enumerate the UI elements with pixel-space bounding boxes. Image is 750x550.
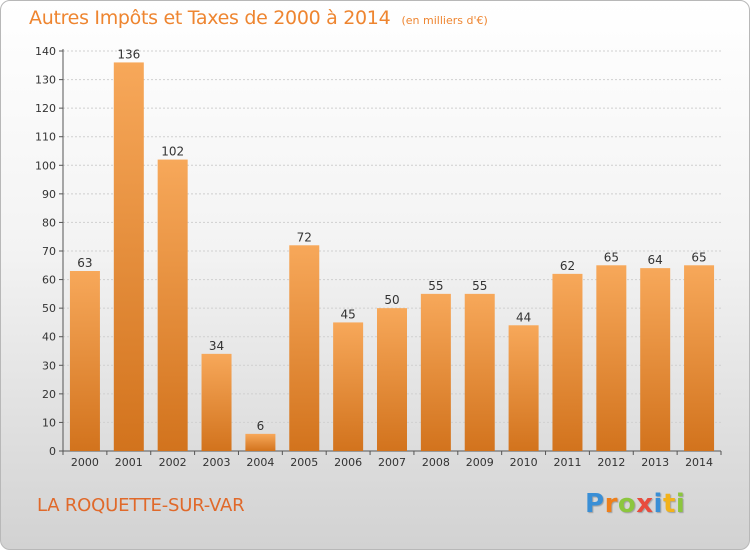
y-tick-label: 70: [42, 245, 56, 258]
data-label-2001: 136: [117, 47, 140, 61]
x-tick-label-2001: 2001: [115, 456, 143, 469]
x-tick-label-2000: 2000: [71, 456, 99, 469]
bar-2006[interactable]: [333, 322, 364, 451]
x-tick-label-2004: 2004: [246, 456, 274, 469]
bar-2008[interactable]: [420, 293, 451, 451]
logo-letter: P: [585, 489, 605, 519]
y-tick-label: 50: [42, 302, 56, 315]
x-tick-label-2006: 2006: [334, 456, 362, 469]
bars: [69, 62, 715, 452]
bar-2011[interactable]: [552, 273, 583, 451]
data-label-2002: 102: [161, 145, 184, 159]
y-tick-label: 130: [35, 74, 56, 87]
data-label-2007: 50: [384, 293, 399, 307]
data-label-2011: 62: [560, 259, 575, 273]
chart-subtitle: (en milliers d'€): [401, 14, 488, 27]
data-label-2003: 34: [209, 339, 224, 353]
y-tick-label: 120: [35, 102, 56, 115]
x-tick-label-2014: 2014: [685, 456, 713, 469]
y-tick-label: 110: [35, 131, 56, 144]
logo-letter: i: [653, 489, 663, 519]
bar-2007[interactable]: [377, 308, 407, 451]
bar-2002[interactable]: [157, 159, 188, 452]
x-tick-label-2003: 2003: [203, 456, 231, 469]
data-label-2014: 65: [691, 250, 706, 264]
location-name: LA ROQUETTE-SUR-VAR: [37, 495, 245, 516]
axes: 0 10 20 30 40 50 60 70 80 90 100 110 120 130 140 2000 20…: [35, 45, 722, 469]
y-tick-label: 90: [42, 188, 56, 201]
chart-title-area: Autres Impôts et Taxes de 2000 à 2014 (e…: [29, 7, 488, 29]
x-tick-label-2002: 2002: [159, 456, 187, 469]
bar-2001[interactable]: [113, 62, 144, 452]
data-label-2012: 65: [604, 250, 619, 264]
x-tick-label-2010: 2010: [510, 456, 538, 469]
bar-2005[interactable]: [289, 245, 320, 451]
logo-letter: o: [617, 489, 637, 519]
bar-2014[interactable]: [684, 265, 715, 451]
proxiti-logo[interactable]: Proxiti: [585, 489, 685, 519]
logo-letter: t: [662, 489, 676, 519]
bar-2000[interactable]: [69, 271, 100, 451]
x-tick-label-2009: 2009: [466, 456, 494, 469]
x-tick-label-2013: 2013: [641, 456, 669, 469]
y-tick-label: 20: [42, 388, 56, 401]
bar-2010[interactable]: [508, 325, 539, 451]
x-tick-label-2005: 2005: [290, 456, 318, 469]
data-label-2008: 55: [428, 279, 443, 293]
data-label-2005: 72: [297, 230, 312, 244]
data-label-2009: 55: [472, 279, 487, 293]
y-tick-label: 80: [42, 216, 56, 229]
chart-title: Autres Impôts et Taxes de 2000 à 2014: [29, 7, 391, 29]
bar-2013[interactable]: [640, 268, 671, 451]
data-label-2004: 6: [257, 419, 265, 433]
data-labels: 63 136 102 34 6 72 45 50 55 55 44 62 65 64 65: [77, 47, 706, 432]
data-label-2000: 63: [77, 256, 92, 270]
logo-letter: r: [604, 489, 618, 519]
bar-2009[interactable]: [464, 293, 495, 451]
data-label-2006: 45: [340, 307, 355, 321]
bar-2012[interactable]: [596, 265, 627, 451]
x-tick-label-2012: 2012: [597, 456, 625, 469]
y-tick-label: 0: [49, 445, 56, 458]
data-label-2010: 44: [516, 310, 531, 324]
x-tick-label-2011: 2011: [553, 456, 581, 469]
bar-2003[interactable]: [201, 353, 232, 451]
y-tick-label: 30: [42, 359, 56, 372]
x-tick-label-2008: 2008: [422, 456, 450, 469]
y-tick-label: 40: [42, 331, 56, 344]
logo-letter: i: [675, 489, 686, 519]
data-label-2013: 64: [648, 253, 663, 267]
bar-2004[interactable]: [245, 433, 276, 451]
y-tick-label: 10: [42, 416, 56, 429]
y-tick-label: 60: [42, 274, 56, 287]
y-tick-label: 140: [35, 45, 56, 58]
x-tick-label-2007: 2007: [378, 456, 406, 469]
logo-letter: x: [636, 489, 654, 519]
y-tick-label: 100: [35, 159, 56, 172]
